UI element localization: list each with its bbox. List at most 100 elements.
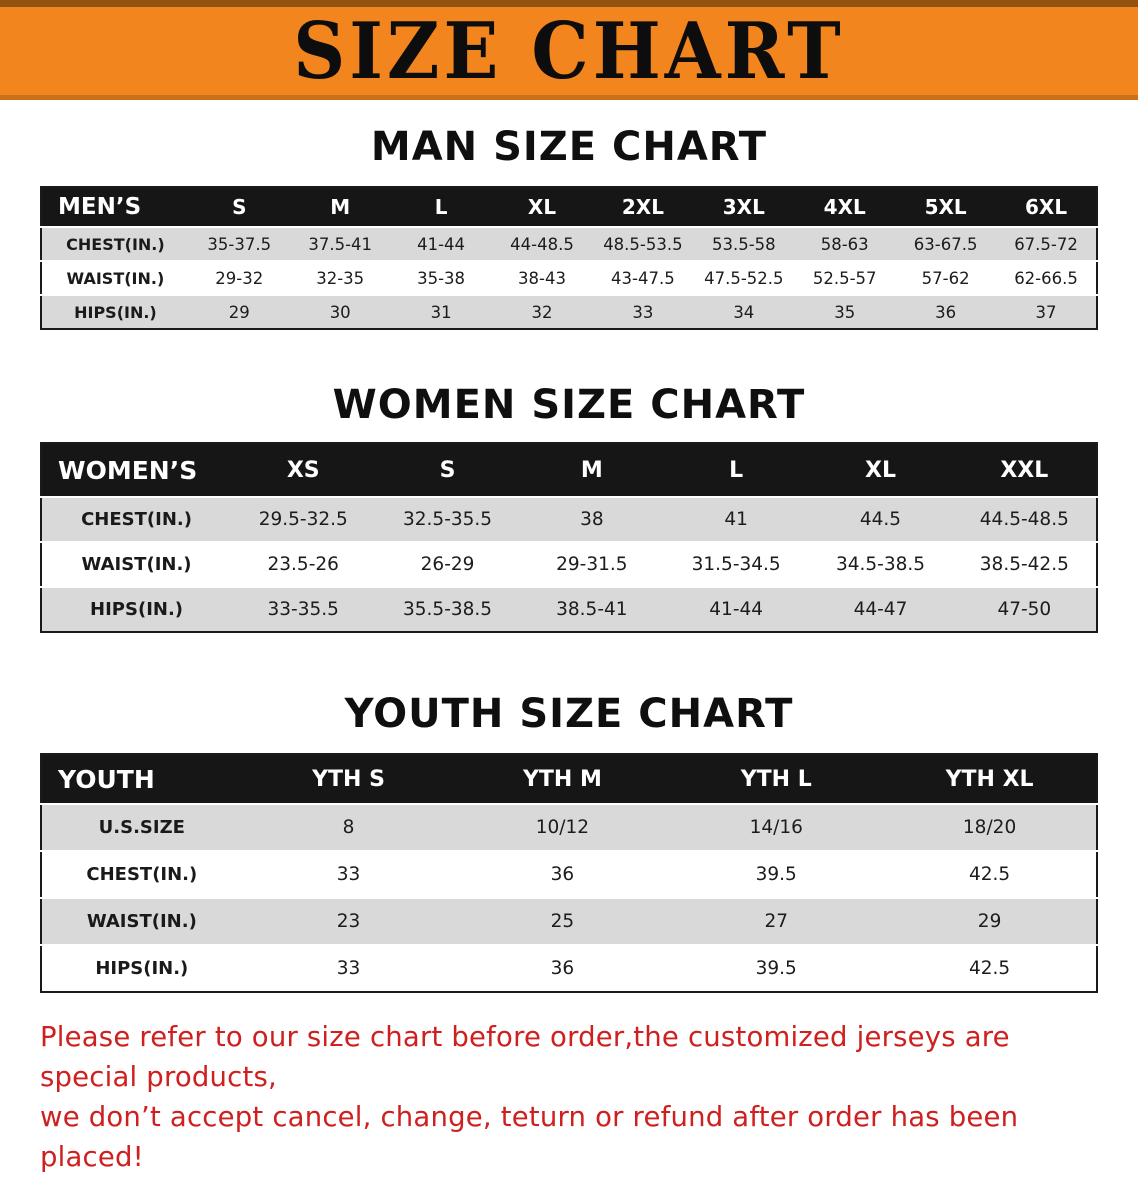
- value-cell: 18/20: [883, 804, 1097, 851]
- men-size-table: MEN’S S M L XL 2XL 3XL 4XL 5XL 6XL CHEST(IN.) 35-37…: [40, 186, 1098, 330]
- size-header-cell: L: [390, 187, 492, 227]
- disclaimer: Please refer to our size chart before or…: [0, 1017, 1138, 1177]
- value-cell: 23: [241, 898, 456, 945]
- value-cell: 52.5-57: [794, 261, 896, 295]
- value-cell: 31.5-34.5: [664, 542, 809, 587]
- table-row: HIPS(IN.) 33 36 39.5 42.5: [41, 945, 1097, 992]
- value-cell: 38: [519, 497, 665, 542]
- table-header-row: MEN’S S M L XL 2XL 3XL 4XL 5XL 6XL: [41, 187, 1097, 227]
- row-label-cell: CHEST(IN.): [41, 497, 232, 542]
- value-cell: 33: [241, 851, 456, 898]
- page-title: SIZE CHART: [293, 4, 845, 97]
- value-cell: 10/12: [455, 804, 670, 851]
- value-cell: 57-62: [895, 261, 997, 295]
- table-title-cell: WOMEN’S: [41, 443, 232, 497]
- men-size-section: MAN SIZE CHART MEN’S S M L XL 2XL 3XL 4XL 5XL 6XL…: [0, 124, 1138, 330]
- size-header-cell: 6XL: [996, 187, 1097, 227]
- value-cell: 39.5: [669, 851, 884, 898]
- table-row: CHEST(IN.) 35-37.5 37.5-41 41-44 44-48.5 48.5…: [41, 227, 1097, 261]
- value-cell: 53.5-58: [693, 227, 795, 261]
- table-row: HIPS(IN.) 33-35.5 35.5-38.5 38.5-41 41-44 44-…: [41, 587, 1097, 632]
- value-cell: 41-44: [390, 227, 492, 261]
- size-header-cell: 3XL: [693, 187, 795, 227]
- size-header-cell: YTH M: [455, 754, 670, 804]
- value-cell: 30: [289, 295, 391, 329]
- value-cell: 47-50: [952, 587, 1097, 632]
- value-cell: 35-38: [390, 261, 492, 295]
- youth-size-section: YOUTH SIZE CHART YOUTH YTH S YTH M YTH L YTH…: [0, 691, 1138, 993]
- row-label-cell: WAIST(IN.): [41, 898, 242, 945]
- size-header-cell: 4XL: [794, 187, 896, 227]
- value-cell: 44.5: [808, 497, 953, 542]
- value-cell: 33-35.5: [231, 587, 376, 632]
- men-section-heading: MAN SIZE CHART: [370, 124, 768, 170]
- size-header-cell: 2XL: [592, 187, 694, 227]
- row-label-cell: HIPS(IN.): [41, 295, 189, 329]
- table-row: CHEST(IN.) 33 36 39.5 42.5: [41, 851, 1097, 898]
- value-cell: 34.5-38.5: [808, 542, 953, 587]
- value-cell: 32.5-35.5: [375, 497, 520, 542]
- disclaimer-line-2: we don’t accept cancel, change, teturn o…: [40, 1101, 1019, 1173]
- value-cell: 44.5-48.5: [952, 497, 1097, 542]
- value-cell: 39.5: [669, 945, 884, 992]
- value-cell: 35: [794, 295, 896, 329]
- table-row: HIPS(IN.) 29 30 31 32 33 34 35 36 37: [41, 295, 1097, 329]
- value-cell: 14/16: [669, 804, 884, 851]
- size-header-cell: M: [519, 443, 665, 497]
- value-cell: 33: [592, 295, 694, 329]
- row-label-cell: CHEST(IN.): [41, 227, 189, 261]
- value-cell: 29: [188, 295, 290, 329]
- size-header-cell: YTH S: [241, 754, 456, 804]
- value-cell: 32: [491, 295, 593, 329]
- banner: SIZE CHART: [0, 0, 1138, 100]
- row-label-cell: HIPS(IN.): [41, 945, 242, 992]
- women-size-section: WOMEN SIZE CHART WOMEN’S XS S M L XL XXL CHEST(…: [0, 382, 1138, 633]
- value-cell: 34: [693, 295, 795, 329]
- value-cell: 38.5-42.5: [952, 542, 1097, 587]
- value-cell: 47.5-52.5: [693, 261, 795, 295]
- value-cell: 43-47.5: [592, 261, 694, 295]
- size-header-cell: XL: [808, 443, 953, 497]
- row-label-cell: WAIST(IN.): [41, 542, 232, 587]
- value-cell: 36: [455, 851, 670, 898]
- value-cell: 38-43: [491, 261, 593, 295]
- value-cell: 23.5-26: [231, 542, 376, 587]
- size-header-cell: M: [289, 187, 391, 227]
- value-cell: 29: [883, 898, 1097, 945]
- value-cell: 37: [996, 295, 1097, 329]
- size-header-cell: XS: [231, 443, 376, 497]
- value-cell: 38.5-41: [519, 587, 665, 632]
- value-cell: 35.5-38.5: [375, 587, 520, 632]
- table-row: WAIST(IN.) 23 25 27 29: [41, 898, 1097, 945]
- youth-size-table: YOUTH YTH S YTH M YTH L YTH XL U.S.SIZE 8 10/12…: [40, 753, 1098, 993]
- size-header-cell: S: [188, 187, 290, 227]
- women-section-heading: WOMEN SIZE CHART: [332, 382, 806, 428]
- value-cell: 33: [241, 945, 456, 992]
- value-cell: 26-29: [375, 542, 520, 587]
- value-cell: 36: [455, 945, 670, 992]
- value-cell: 29.5-32.5: [231, 497, 376, 542]
- value-cell: 27: [669, 898, 884, 945]
- row-label-cell: CHEST(IN.): [41, 851, 242, 898]
- size-header-cell: S: [375, 443, 520, 497]
- row-label-cell: WAIST(IN.): [41, 261, 189, 295]
- value-cell: 41: [664, 497, 809, 542]
- table-header-row: WOMEN’S XS S M L XL XXL: [41, 443, 1097, 497]
- value-cell: 8: [241, 804, 456, 851]
- value-cell: 62-66.5: [996, 261, 1097, 295]
- value-cell: 48.5-53.5: [592, 227, 694, 261]
- table-row: CHEST(IN.) 29.5-32.5 32.5-35.5 38 41 44.5 44.5…: [41, 497, 1097, 542]
- value-cell: 42.5: [883, 945, 1097, 992]
- value-cell: 29-32: [188, 261, 290, 295]
- value-cell: 42.5: [883, 851, 1097, 898]
- size-header-cell: XL: [491, 187, 593, 227]
- value-cell: 25: [455, 898, 670, 945]
- value-cell: 36: [895, 295, 997, 329]
- value-cell: 37.5-41: [289, 227, 391, 261]
- value-cell: 44-47: [808, 587, 953, 632]
- value-cell: 29-31.5: [519, 542, 665, 587]
- value-cell: 63-67.5: [895, 227, 997, 261]
- size-header-cell: YTH XL: [883, 754, 1097, 804]
- table-row: WAIST(IN.) 29-32 32-35 35-38 38-43 43-47.5 47.…: [41, 261, 1097, 295]
